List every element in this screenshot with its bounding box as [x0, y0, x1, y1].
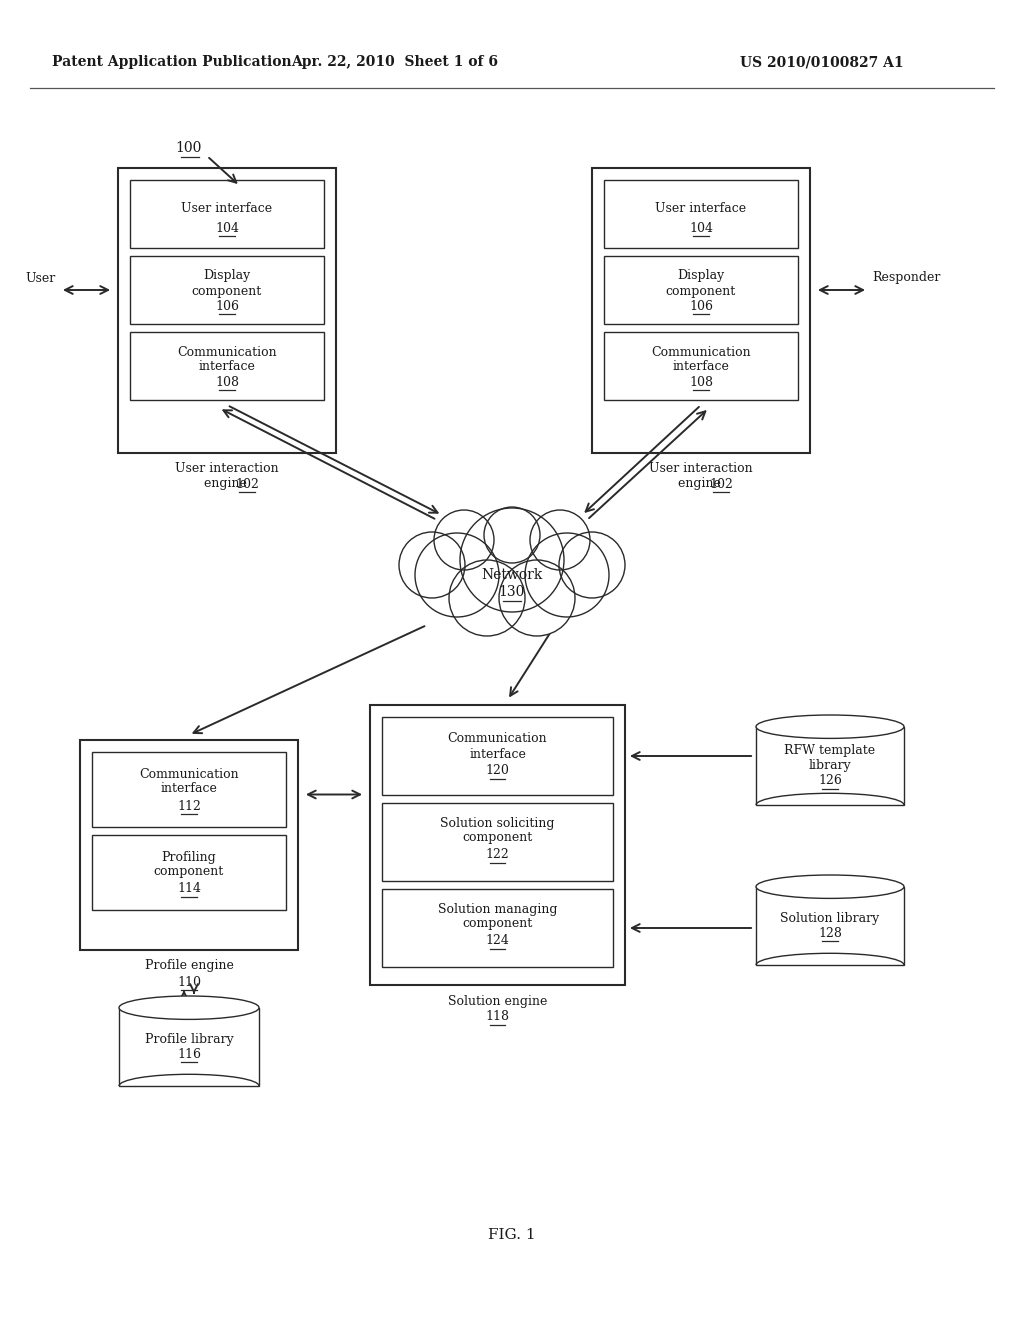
Text: Display: Display — [204, 269, 251, 282]
FancyBboxPatch shape — [130, 333, 324, 400]
Text: FIG. 1: FIG. 1 — [488, 1228, 536, 1242]
Text: component: component — [191, 285, 262, 297]
Text: User interaction: User interaction — [649, 462, 753, 475]
Text: Profile engine: Profile engine — [144, 960, 233, 973]
Text: engine: engine — [678, 478, 724, 491]
Circle shape — [484, 507, 540, 564]
Text: library: library — [809, 759, 851, 772]
Text: 106: 106 — [689, 300, 713, 313]
Text: Profiling: Profiling — [162, 850, 216, 863]
Text: interface: interface — [161, 783, 217, 796]
Text: Solution engine: Solution engine — [447, 994, 547, 1007]
Text: Profile library: Profile library — [144, 1032, 233, 1045]
Text: Solution managing: Solution managing — [437, 903, 557, 916]
Circle shape — [460, 508, 564, 612]
Text: Communication: Communication — [177, 346, 276, 359]
Text: 108: 108 — [689, 375, 713, 388]
Text: 120: 120 — [485, 764, 509, 777]
FancyBboxPatch shape — [92, 836, 286, 909]
FancyBboxPatch shape — [604, 333, 798, 400]
FancyBboxPatch shape — [130, 180, 324, 248]
Text: 106: 106 — [215, 300, 239, 313]
Ellipse shape — [119, 997, 259, 1019]
Text: Responder: Responder — [872, 272, 940, 285]
Text: 128: 128 — [818, 927, 842, 940]
Circle shape — [434, 510, 494, 570]
Text: component: component — [463, 832, 532, 845]
Text: interface: interface — [469, 747, 526, 760]
Text: engine: engine — [204, 478, 251, 491]
FancyBboxPatch shape — [604, 180, 798, 248]
Text: User interface: User interface — [181, 202, 272, 214]
FancyBboxPatch shape — [604, 256, 798, 323]
Text: Patent Application Publication: Patent Application Publication — [52, 55, 292, 69]
Text: component: component — [666, 285, 736, 297]
Circle shape — [449, 560, 525, 636]
Text: User interaction: User interaction — [175, 462, 279, 475]
FancyBboxPatch shape — [756, 887, 904, 965]
Text: Solution library: Solution library — [780, 912, 880, 925]
Ellipse shape — [756, 875, 904, 899]
Circle shape — [415, 533, 499, 616]
Text: 102: 102 — [236, 478, 259, 491]
Text: 124: 124 — [485, 935, 509, 948]
Text: 130: 130 — [499, 585, 525, 599]
Text: 114: 114 — [177, 883, 201, 895]
Text: US 2010/0100827 A1: US 2010/0100827 A1 — [740, 55, 903, 69]
FancyBboxPatch shape — [592, 168, 810, 453]
Text: 112: 112 — [177, 800, 201, 813]
Text: interface: interface — [199, 360, 255, 374]
FancyBboxPatch shape — [119, 1007, 259, 1086]
Text: Communication: Communication — [651, 346, 751, 359]
Circle shape — [525, 533, 609, 616]
Text: RFW template: RFW template — [784, 744, 876, 758]
FancyBboxPatch shape — [382, 803, 613, 880]
Text: Apr. 22, 2010  Sheet 1 of 6: Apr. 22, 2010 Sheet 1 of 6 — [292, 55, 499, 69]
Text: component: component — [154, 866, 224, 879]
Text: Network: Network — [481, 568, 543, 582]
Text: 108: 108 — [215, 375, 239, 388]
Text: interface: interface — [673, 360, 729, 374]
Text: 118: 118 — [485, 1011, 510, 1023]
FancyBboxPatch shape — [92, 752, 286, 828]
FancyBboxPatch shape — [130, 256, 324, 323]
Text: 104: 104 — [689, 222, 713, 235]
Text: Communication: Communication — [447, 733, 547, 746]
Circle shape — [399, 532, 465, 598]
Text: Communication: Communication — [139, 767, 239, 780]
Text: 116: 116 — [177, 1048, 201, 1061]
Text: 110: 110 — [177, 975, 201, 989]
Text: Solution soliciting: Solution soliciting — [440, 817, 555, 829]
Text: User interface: User interface — [655, 202, 746, 214]
FancyBboxPatch shape — [382, 888, 613, 968]
FancyBboxPatch shape — [118, 168, 336, 453]
FancyBboxPatch shape — [80, 741, 298, 950]
FancyBboxPatch shape — [370, 705, 625, 985]
Circle shape — [559, 532, 625, 598]
Text: User: User — [26, 272, 56, 285]
Text: 126: 126 — [818, 775, 842, 787]
Text: 122: 122 — [485, 849, 509, 862]
Ellipse shape — [756, 715, 904, 738]
Text: 104: 104 — [215, 222, 239, 235]
Text: 100: 100 — [175, 141, 202, 154]
Circle shape — [499, 560, 575, 636]
FancyBboxPatch shape — [756, 727, 904, 805]
Circle shape — [530, 510, 590, 570]
Text: 102: 102 — [709, 478, 733, 491]
FancyBboxPatch shape — [382, 717, 613, 795]
Text: Display: Display — [677, 269, 725, 282]
Text: component: component — [463, 917, 532, 931]
